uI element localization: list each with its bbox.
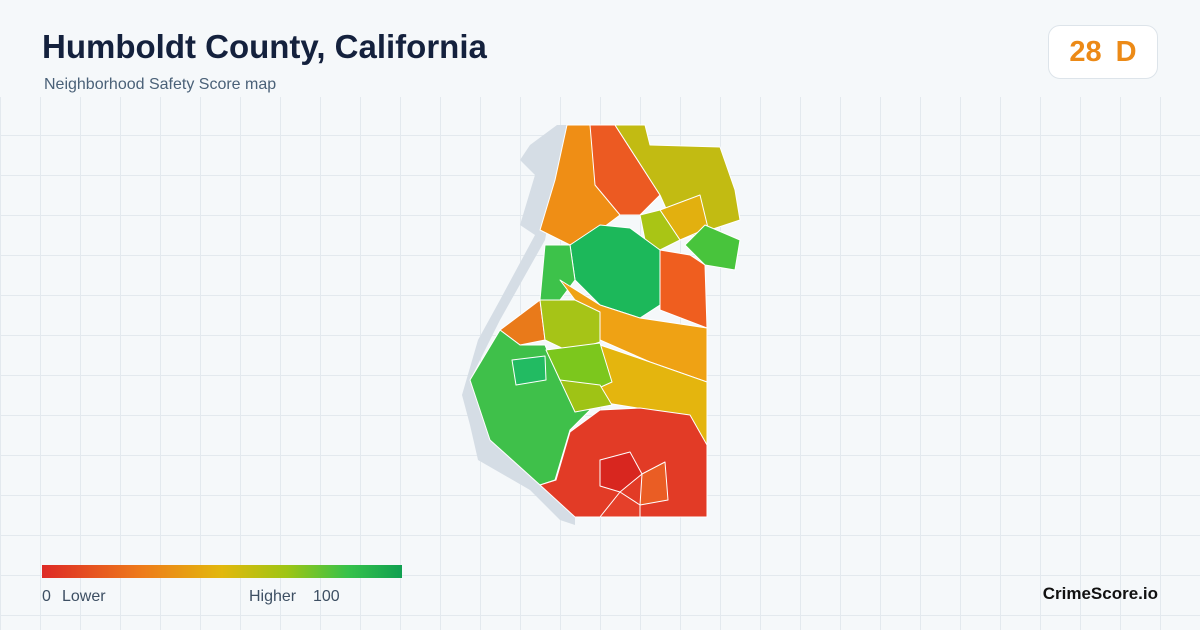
legend-max: 100 xyxy=(313,588,340,605)
title: Humboldt County, California xyxy=(42,28,487,65)
region xyxy=(684,224,741,271)
region xyxy=(639,461,669,506)
region xyxy=(599,451,643,493)
legend-min-label: Lower xyxy=(62,588,106,605)
region xyxy=(511,355,547,386)
legend-max-label: Higher xyxy=(249,588,297,605)
region xyxy=(559,379,613,413)
legend-min: 0 xyxy=(42,588,51,605)
score-grade: D xyxy=(1115,35,1137,68)
subtitle: Neighborhood Safety Score map xyxy=(44,76,277,93)
region xyxy=(639,209,681,251)
legend-gradient xyxy=(42,565,402,578)
brand: CrimeScore.io xyxy=(1042,584,1158,603)
region xyxy=(469,329,591,486)
score-value: 28 xyxy=(1069,35,1102,68)
region xyxy=(659,249,708,329)
region xyxy=(599,491,641,518)
score-badge: 28 D xyxy=(1048,25,1158,79)
region xyxy=(539,299,601,353)
